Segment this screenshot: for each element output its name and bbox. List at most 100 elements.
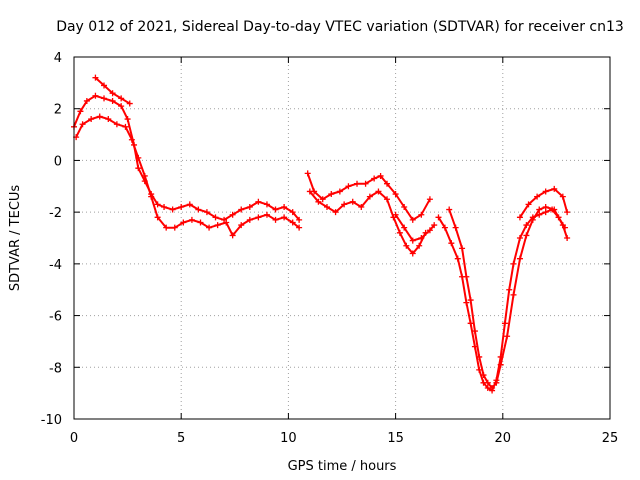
series-line bbox=[394, 213, 436, 242]
data-point bbox=[289, 209, 296, 216]
data-point bbox=[289, 219, 296, 226]
data-point bbox=[454, 255, 461, 262]
data-point bbox=[169, 206, 176, 213]
data-point bbox=[392, 211, 399, 218]
data-point bbox=[564, 209, 571, 216]
data-point bbox=[105, 116, 112, 123]
data-point bbox=[542, 209, 549, 216]
data-point bbox=[238, 222, 245, 229]
data-point bbox=[124, 116, 131, 123]
data-point bbox=[141, 172, 148, 179]
data-point bbox=[564, 235, 571, 241]
data-point bbox=[501, 320, 508, 327]
data-point bbox=[409, 250, 416, 257]
data-point bbox=[171, 224, 178, 231]
data-point bbox=[92, 92, 99, 99]
data-point bbox=[358, 203, 365, 210]
data-point bbox=[195, 206, 202, 213]
data-point bbox=[362, 180, 369, 187]
data-point bbox=[542, 188, 549, 195]
data-point bbox=[255, 198, 262, 205]
series-line bbox=[306, 172, 431, 221]
data-point bbox=[536, 206, 543, 213]
data-point bbox=[463, 273, 470, 280]
data-point bbox=[401, 203, 408, 210]
data-point bbox=[551, 185, 558, 192]
data-point bbox=[418, 235, 425, 241]
data-point bbox=[246, 203, 253, 210]
data-point bbox=[431, 222, 438, 229]
data-point bbox=[467, 297, 474, 304]
data-point bbox=[525, 201, 532, 208]
data-point bbox=[328, 191, 335, 198]
data-point bbox=[401, 224, 408, 231]
data-point bbox=[375, 188, 382, 195]
series-group bbox=[392, 211, 438, 244]
data-point bbox=[154, 214, 161, 221]
data-point bbox=[536, 211, 543, 218]
data-point bbox=[203, 209, 210, 216]
data-point bbox=[315, 198, 322, 205]
data-point bbox=[354, 180, 361, 187]
data-point bbox=[551, 206, 558, 213]
data-point bbox=[471, 328, 478, 335]
data-point bbox=[263, 201, 270, 208]
series-group bbox=[304, 170, 433, 223]
data-point bbox=[409, 216, 416, 223]
data-point bbox=[446, 206, 453, 213]
data-point bbox=[418, 211, 425, 218]
data-point bbox=[377, 172, 384, 179]
x-tick-label: 10 bbox=[280, 431, 297, 446]
data-point bbox=[148, 193, 155, 200]
data-point bbox=[118, 103, 125, 110]
data-point bbox=[304, 170, 311, 177]
y-axis: -10 -8 -6 -4 -2 0 2 4 bbox=[41, 51, 62, 428]
series-group bbox=[73, 113, 303, 239]
data-point bbox=[272, 216, 279, 223]
series-line bbox=[75, 115, 301, 237]
data-point bbox=[319, 196, 326, 203]
data-point bbox=[476, 353, 483, 360]
data-point bbox=[534, 193, 541, 200]
data-point bbox=[510, 260, 517, 267]
y-tick-label: -4 bbox=[49, 258, 62, 273]
data-point bbox=[480, 372, 487, 379]
data-point bbox=[296, 224, 303, 231]
series-line bbox=[73, 94, 301, 221]
data-point bbox=[493, 379, 500, 386]
data-point bbox=[223, 219, 230, 226]
data-point bbox=[109, 97, 116, 104]
y-tick-label: -2 bbox=[49, 206, 62, 221]
series-group bbox=[516, 185, 571, 221]
data-point bbox=[467, 320, 474, 327]
data-point bbox=[489, 384, 496, 391]
series-line bbox=[448, 206, 569, 389]
data-point bbox=[341, 201, 348, 208]
data-point bbox=[523, 222, 530, 229]
data-point bbox=[476, 366, 483, 373]
chart-title: Day 012 of 2021, Sidereal Day-to-day VTE… bbox=[56, 19, 624, 35]
data-point bbox=[559, 193, 566, 200]
x-tick-label: 5 bbox=[177, 431, 185, 446]
data-point bbox=[135, 154, 142, 161]
data-point bbox=[281, 214, 288, 221]
x-tick-label: 0 bbox=[70, 431, 78, 446]
series-group bbox=[92, 74, 133, 107]
plot-frame bbox=[73, 56, 611, 420]
data-point bbox=[506, 286, 513, 293]
data-point bbox=[345, 183, 352, 190]
data-point bbox=[197, 219, 204, 226]
data-point bbox=[516, 214, 523, 221]
data-point bbox=[523, 232, 530, 239]
data-point bbox=[336, 188, 343, 195]
x-axis-label: GPS time / hours bbox=[288, 459, 397, 474]
y-tick-label: 4 bbox=[54, 51, 62, 66]
data-point bbox=[426, 227, 433, 234]
data-point bbox=[255, 214, 262, 221]
data-point bbox=[497, 361, 504, 368]
x-tick-label: 25 bbox=[602, 431, 619, 446]
data-point bbox=[135, 165, 142, 172]
data-point bbox=[238, 206, 245, 213]
data-point bbox=[128, 136, 135, 143]
